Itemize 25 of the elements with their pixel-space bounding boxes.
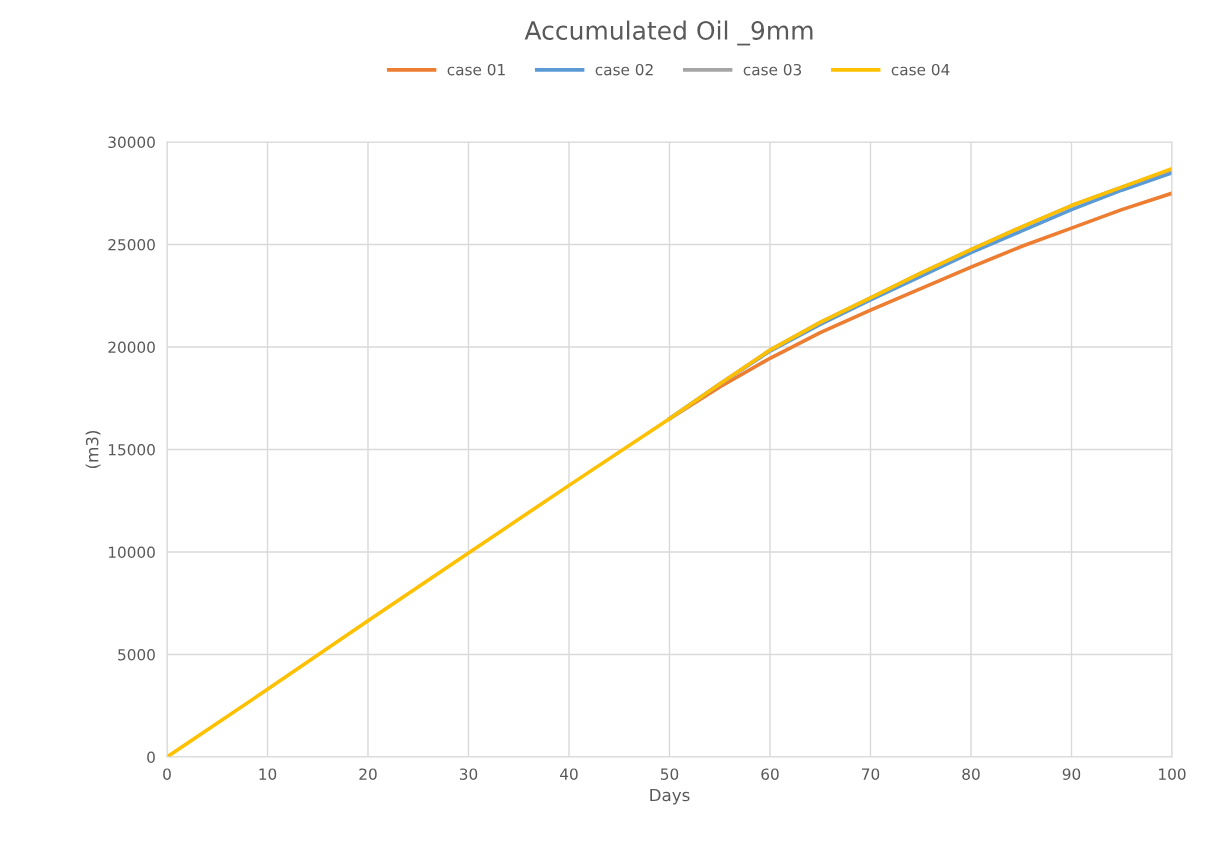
y-axis-title: (m3) [85,431,101,468]
x-tick-label: 80 [962,768,980,780]
y-tick-label: 5000 [118,648,155,661]
x-tick-label: 60 [761,768,779,780]
legend-label: case 02 [595,63,653,76]
y-tick-label: 30000 [108,136,155,149]
y-tick-label: 20000 [108,341,155,354]
legend-label: case 04 [891,63,950,76]
chart-title: Accumulated Oil _9mm [524,20,813,46]
x-tick-label: 0 [163,768,171,780]
x-tick-label: 20 [359,768,377,780]
y-tick-label: 25000 [108,238,155,251]
legend-label: case 03 [743,63,802,76]
y-tick-label: 15000 [108,443,155,456]
x-tick-label: 70 [862,768,880,780]
x-tick-label: 10 [259,768,277,780]
x-tick-label: 90 [1062,768,1081,780]
legend-label: case 01 [447,63,505,76]
x-axis-title: Days [650,788,690,805]
x-tick-label: 100 [1159,768,1186,780]
x-tick-label: 30 [459,768,478,780]
y-tick-label: 0 [147,751,155,764]
y-tick-label: 10000 [108,546,155,559]
x-tick-label: 40 [560,768,578,780]
x-tick-label: 50 [660,768,679,780]
